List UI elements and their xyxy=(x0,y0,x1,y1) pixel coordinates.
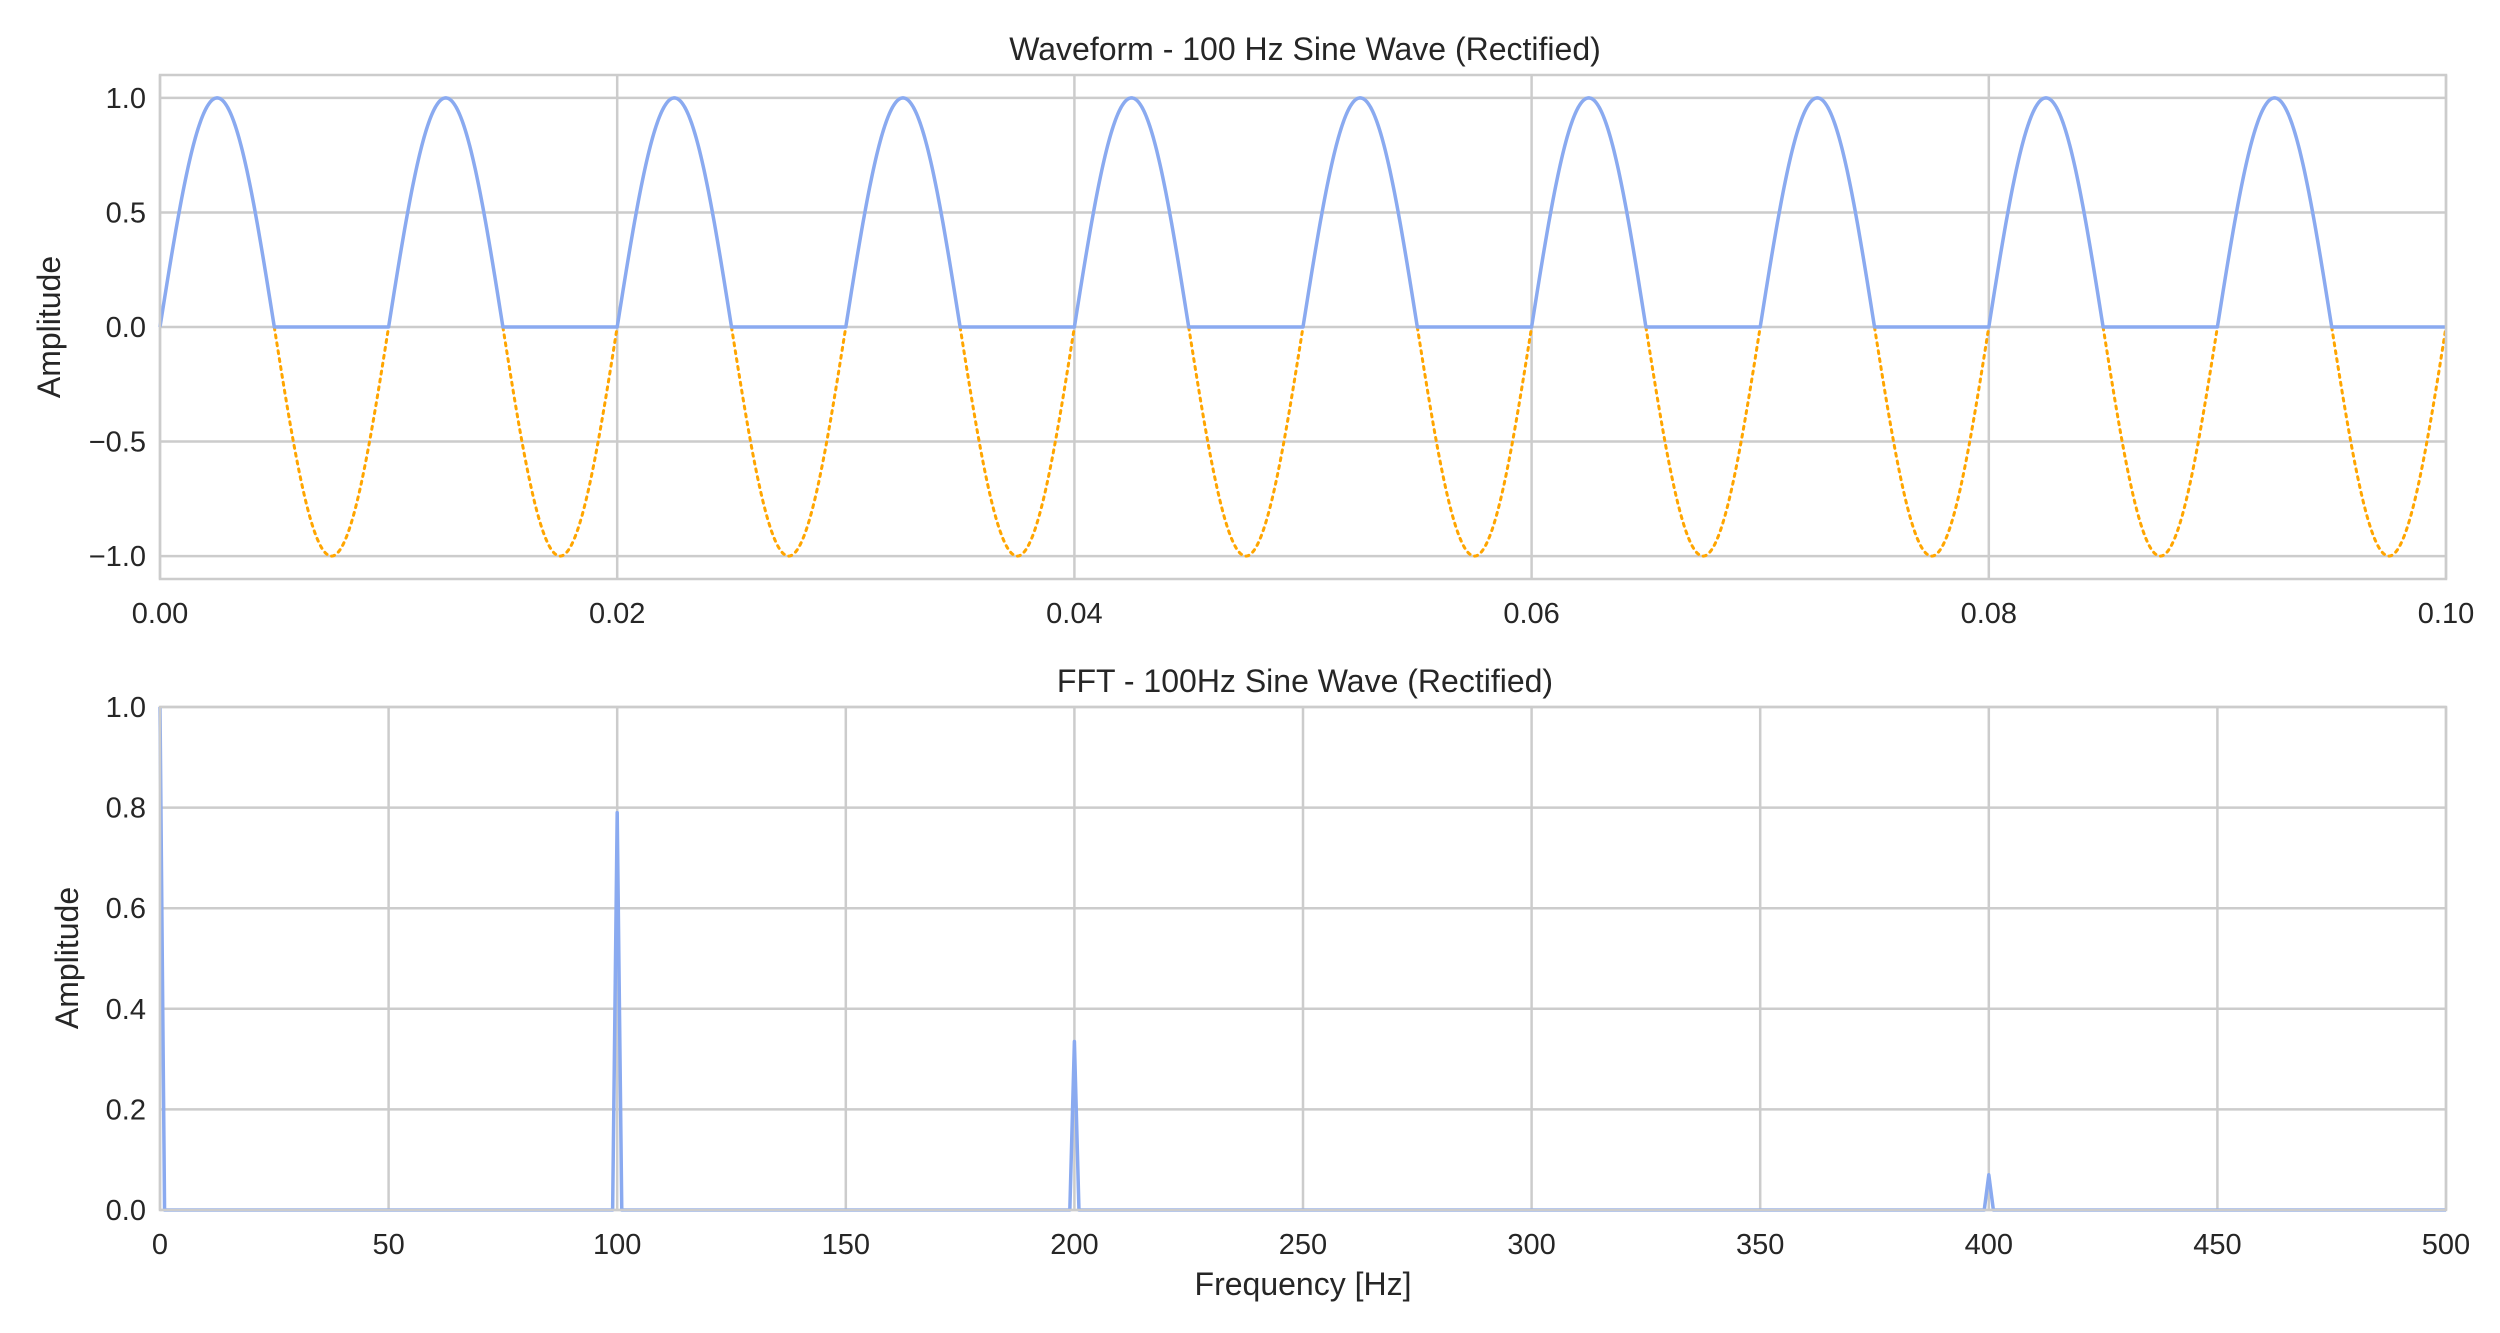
waveform-x-tick-label: 0.08 xyxy=(1961,598,2017,630)
waveform-x-tick-label: 0.02 xyxy=(589,598,645,630)
waveform-chart-title: Waveform - 100 Hz Sine Wave (Rectified) xyxy=(1009,31,1601,67)
waveform-y-ticks: −1.0 −0.5 0.0 0.5 1.0 xyxy=(89,83,146,573)
fft-x-tick-label: 200 xyxy=(1050,1229,1098,1261)
fft-y-axis-label: Amplitude xyxy=(49,887,85,1029)
fft-plot-frame xyxy=(158,705,2448,1212)
waveform-y-tick-label: 1.0 xyxy=(106,83,146,115)
fft-x-axis-label: Frequency [Hz] xyxy=(1195,1266,1412,1302)
waveform-y-tick-label: −0.5 xyxy=(89,427,146,459)
negative-half-cycle-line xyxy=(272,325,2448,558)
waveform-y-tick-label: −1.0 xyxy=(89,541,146,573)
fft-x-tick-label: 350 xyxy=(1736,1229,1784,1261)
fft-x-tick-label: 500 xyxy=(2422,1229,2470,1261)
fft-x-tick-label: 0 xyxy=(152,1229,168,1261)
fft-x-ticks: 0 50 100 150 200 250 300 350 400 450 500 xyxy=(152,1229,2470,1261)
waveform-plot-frame xyxy=(158,73,2448,581)
fft-y-tick-label: 1.0 xyxy=(106,692,146,724)
fft-y-tick-label: 0.2 xyxy=(106,1094,146,1126)
fft-y-ticks: 0.0 0.2 0.4 0.6 0.8 1.0 xyxy=(106,692,146,1227)
fft-x-tick-label: 450 xyxy=(2193,1229,2241,1261)
waveform-x-tick-label: 0.10 xyxy=(2418,598,2474,630)
fft-y-tick-label: 0.0 xyxy=(106,1195,146,1227)
fft-chart: FFT - 100Hz Sine Wave (Rectified) 0.0 0.2… xyxy=(49,663,2470,1302)
fft-x-tick-label: 400 xyxy=(1965,1229,2013,1261)
waveform-x-tick-label: 0.00 xyxy=(132,598,188,630)
fft-y-tick-label: 0.4 xyxy=(106,994,146,1026)
fft-y-tick-label: 0.6 xyxy=(106,893,146,925)
fft-x-tick-label: 250 xyxy=(1279,1229,1327,1261)
fft-chart-title: FFT - 100Hz Sine Wave (Rectified) xyxy=(1057,663,1553,699)
waveform-y-axis-label: Amplitude xyxy=(31,256,67,398)
waveform-chart: Waveform - 100 Hz Sine Wave (Rectified) … xyxy=(31,31,2474,630)
fft-x-tick-label: 50 xyxy=(372,1229,404,1261)
waveform-y-tick-label: 0.5 xyxy=(106,197,146,229)
waveform-x-ticks: 0.00 0.02 0.04 0.06 0.08 0.10 xyxy=(132,598,2474,630)
fft-x-tick-label: 150 xyxy=(822,1229,870,1261)
fft-x-tick-label: 300 xyxy=(1507,1229,1555,1261)
waveform-x-tick-label: 0.06 xyxy=(1503,598,1559,630)
waveform-series xyxy=(158,96,2448,558)
waveform-x-tick-label: 0.04 xyxy=(1046,598,1102,630)
fft-y-tick-label: 0.8 xyxy=(106,793,146,825)
rectified-sine-line xyxy=(158,96,2447,329)
waveform-y-tick-label: 0.0 xyxy=(106,312,146,344)
fft-x-tick-label: 100 xyxy=(593,1229,641,1261)
